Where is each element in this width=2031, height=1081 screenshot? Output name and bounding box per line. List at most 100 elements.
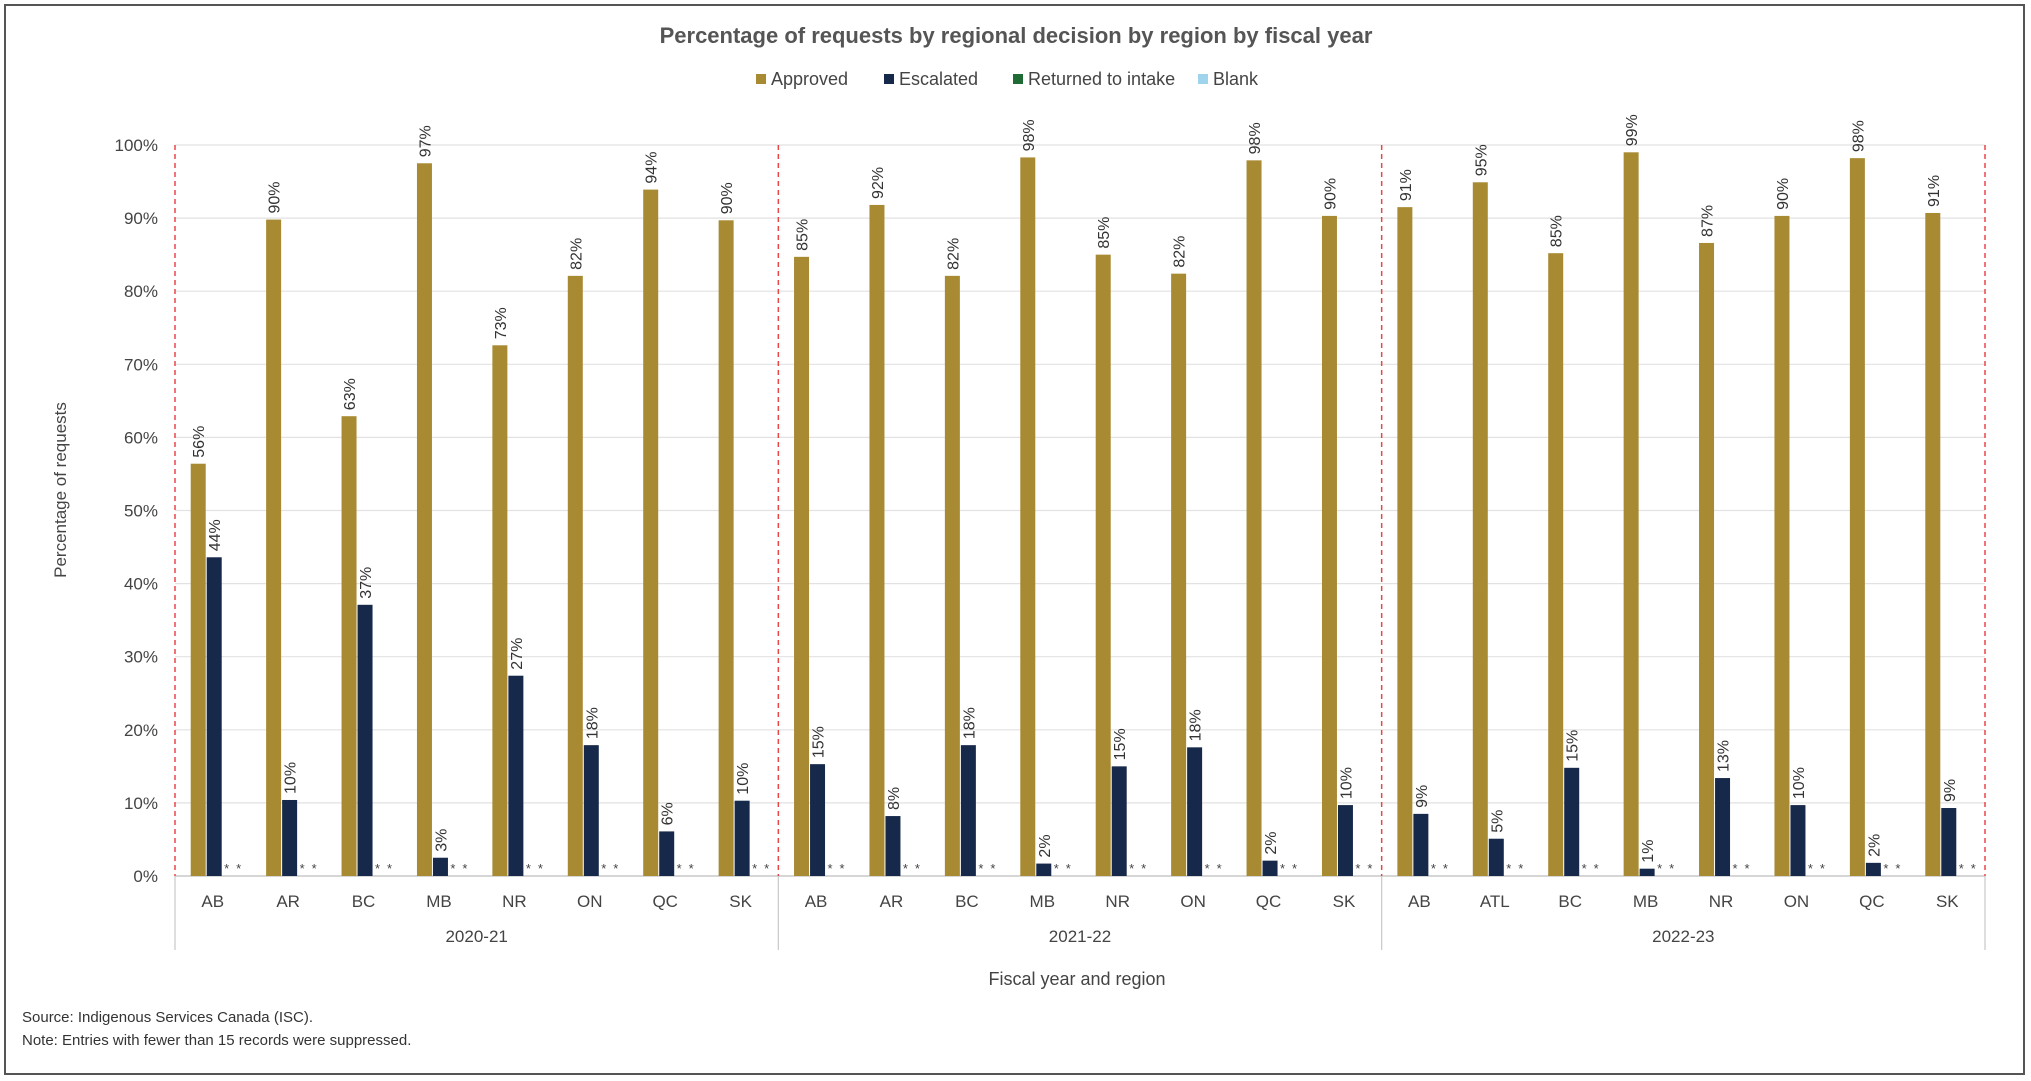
data-label-approved: 90% xyxy=(719,182,736,214)
bar-approved xyxy=(1171,273,1187,876)
legend-swatch xyxy=(1013,74,1023,84)
bar-approved xyxy=(1623,152,1639,876)
bar-escalated xyxy=(508,675,524,876)
suppressed-marker: * xyxy=(224,861,229,876)
data-label-approved: 82% xyxy=(568,238,585,270)
suppressed-marker: * xyxy=(1808,861,1813,876)
bar-approved xyxy=(718,220,734,877)
x-tick-label: SK xyxy=(1333,892,1356,911)
suppressed-marker: * xyxy=(387,861,392,876)
suppressed-marker: * xyxy=(1883,861,1888,876)
suppressed-marker: * xyxy=(375,861,380,876)
suppressed-marker: * xyxy=(1141,861,1146,876)
y-tick-label: 10% xyxy=(124,794,158,813)
data-label-escalated: 2% xyxy=(1866,834,1883,857)
y-tick-label: 80% xyxy=(124,282,158,301)
bar-escalated xyxy=(206,557,222,876)
legend-label: Returned to intake xyxy=(1028,69,1175,89)
suppressed-marker: * xyxy=(1959,861,1964,876)
suppressed-marker: * xyxy=(1895,861,1900,876)
suppressed-marker: * xyxy=(990,861,995,876)
suppressed-marker: * xyxy=(677,861,682,876)
bar-escalated xyxy=(282,799,298,876)
data-label-escalated: 5% xyxy=(1489,810,1506,833)
data-label-escalated: 27% xyxy=(509,638,526,670)
data-label-approved: 91% xyxy=(1926,175,1943,207)
y-tick-label: 70% xyxy=(124,355,158,374)
bar-approved xyxy=(567,275,583,876)
data-label-escalated: 18% xyxy=(1188,709,1205,741)
bar-escalated xyxy=(583,745,599,876)
x-tick-label: AB xyxy=(1408,892,1431,911)
bar-escalated xyxy=(1941,808,1957,876)
data-label-escalated: 10% xyxy=(1791,767,1808,799)
y-tick-label: 50% xyxy=(124,502,158,521)
data-label-escalated: 13% xyxy=(1716,740,1733,772)
suppressed-marker: * xyxy=(1205,861,1210,876)
data-label-escalated: 3% xyxy=(433,829,450,852)
suppressed-marker: * xyxy=(1066,861,1071,876)
bar-escalated xyxy=(432,857,448,876)
legend-label: Approved xyxy=(771,69,848,89)
suppressed-marker: * xyxy=(1733,861,1738,876)
suppressed-marker: * xyxy=(840,861,845,876)
x-tick-label: MB xyxy=(426,892,452,911)
suppressed-marker: * xyxy=(1443,861,1448,876)
y-tick-label: 30% xyxy=(124,648,158,667)
legend-swatch xyxy=(1198,74,1208,84)
bar-approved xyxy=(1849,158,1865,876)
x-tick-label: SK xyxy=(1936,892,1959,911)
x-tick-label: NR xyxy=(1709,892,1734,911)
bar-escalated xyxy=(1036,863,1052,876)
data-label-escalated: 10% xyxy=(735,763,752,795)
bar-escalated xyxy=(1413,813,1429,876)
bar-escalated xyxy=(1111,766,1127,876)
x-tick-label: NR xyxy=(1105,892,1130,911)
bar-approved xyxy=(1020,157,1036,876)
x-tick-label: BC xyxy=(955,892,979,911)
bar-escalated xyxy=(810,764,826,876)
x-tick-label: QC xyxy=(1859,892,1885,911)
legend-label: Escalated xyxy=(899,69,978,89)
bar-escalated xyxy=(1337,805,1353,876)
data-label-approved: 92% xyxy=(870,167,887,199)
suppressed-marker: * xyxy=(1367,861,1372,876)
suppressed-marker: * xyxy=(1657,861,1662,876)
suppressed-marker: * xyxy=(828,861,833,876)
x-axis-title: Fiscal year and region xyxy=(988,969,1165,989)
data-label-approved: 82% xyxy=(945,238,962,270)
suppressed-marker: * xyxy=(1217,861,1222,876)
bars xyxy=(190,152,1957,877)
bar-escalated xyxy=(1187,747,1203,876)
data-label-approved: 91% xyxy=(1398,169,1415,201)
bar-approved xyxy=(1472,182,1488,876)
suppressed-marker: * xyxy=(1431,861,1436,876)
data-label-escalated: 18% xyxy=(584,707,601,739)
suppressed-marker: * xyxy=(236,861,241,876)
x-tick-label: ON xyxy=(577,892,603,911)
bar-approved xyxy=(492,345,508,876)
suppressed-marker: * xyxy=(1292,861,1297,876)
group-label: 2022-23 xyxy=(1652,927,1714,946)
suppressed-marker: * xyxy=(1820,861,1825,876)
x-tick-label: SK xyxy=(729,892,752,911)
x-tick-label: BC xyxy=(1558,892,1582,911)
suppressed-marker: * xyxy=(312,861,317,876)
bar-approved xyxy=(1321,215,1337,877)
legend-label: Blank xyxy=(1213,69,1259,89)
bar-approved xyxy=(266,219,282,876)
bar-escalated xyxy=(1564,767,1580,876)
bar-escalated xyxy=(1262,860,1278,876)
data-label-escalated: 2% xyxy=(1037,834,1054,857)
data-label-approved: 90% xyxy=(1322,178,1339,210)
bar-approved xyxy=(416,163,432,876)
source-note: Source: Indigenous Services Canada (ISC)… xyxy=(22,1009,313,1026)
data-label-approved: 98% xyxy=(1247,122,1264,154)
suppressed-marker: * xyxy=(1506,861,1511,876)
suppressed-marker: * xyxy=(1582,861,1587,876)
data-label-escalated: 10% xyxy=(283,762,300,794)
data-label-escalated: 15% xyxy=(1112,728,1129,760)
x-tick-label: NR xyxy=(502,892,527,911)
legend: Approved Escalated Returned to intake Blank xyxy=(756,69,1259,89)
